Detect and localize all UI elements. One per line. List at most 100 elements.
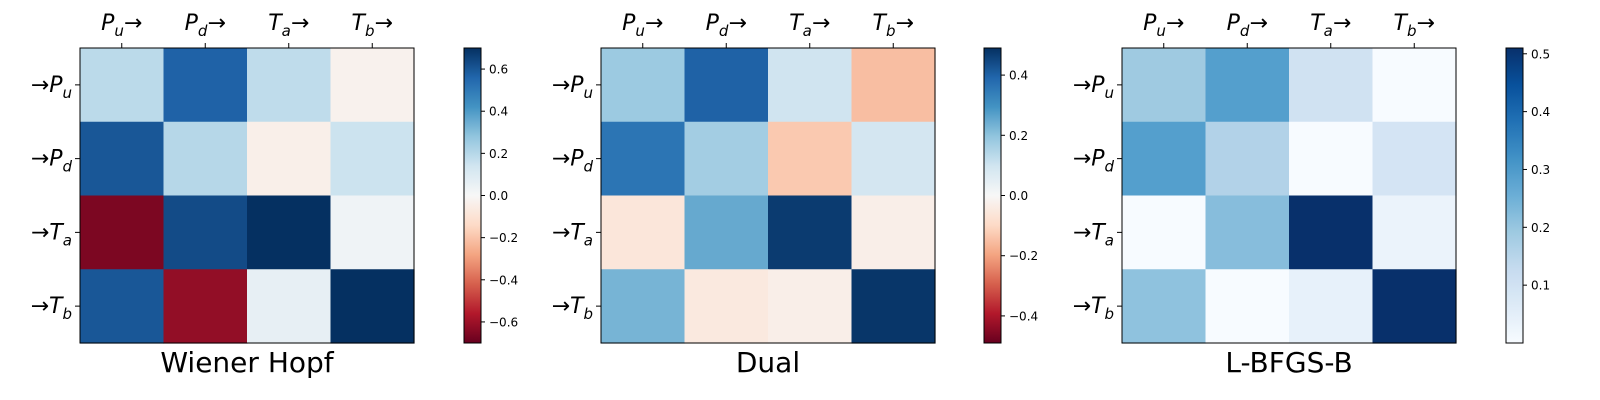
colorbar-tick-label: −0.2 [1009, 249, 1038, 263]
heatmap-cell [1122, 195, 1207, 270]
heatmap-cell [1289, 48, 1374, 123]
x-tick-label: Ta→ [268, 11, 309, 40]
heatmap-cell [601, 269, 686, 344]
colorbar-tick-label: 0.2 [489, 147, 508, 161]
y-tick-label: →Pu [552, 73, 593, 102]
y-tick-label: →Tb [31, 294, 72, 323]
colorbar-tick-label: 0.3 [1531, 163, 1550, 177]
heatmap-cell [851, 195, 936, 270]
heatmap-cell [330, 195, 415, 270]
colorbar-tick-label: −0.4 [489, 273, 518, 287]
heatmap-cell [1372, 121, 1457, 197]
heatmap-cell [80, 195, 165, 270]
colorbar [463, 47, 482, 344]
panel-title: Wiener Hopf [160, 346, 334, 379]
axes-frame [79, 47, 415, 344]
heatmap-cell [1122, 121, 1207, 197]
colorbar-tick-label: 0.1 [1531, 279, 1550, 293]
colorbar [1505, 47, 1524, 344]
y-tick-label: →Ta [31, 220, 72, 249]
heatmap-cell [330, 269, 415, 344]
heatmap-cell [247, 269, 332, 344]
y-tick-label: →Tb [1073, 294, 1114, 323]
x-tick-label: Tb→ [352, 11, 393, 40]
panel-title: Dual [736, 346, 800, 379]
heatmap-cell [163, 48, 248, 123]
y-tick-label: →Pd [552, 147, 594, 176]
heatmap-cell [684, 195, 769, 270]
x-tick-label: Tb→ [873, 11, 914, 40]
y-tick-label: →Pu [31, 73, 72, 102]
heatmap-cell [684, 121, 769, 197]
heatmap-cell [684, 269, 769, 344]
heatmap-cell [768, 269, 853, 344]
heatmap-panel: Pu→ Pd→ Ta→ Tb→ →Pu →Pd →Ta →Tb L-BFGS-B 0.1 0.2 0.… [1073, 11, 1551, 379]
axes-frame [600, 47, 936, 344]
axes-frame [1121, 47, 1457, 344]
colorbar-tick-label: 0.2 [1531, 221, 1550, 235]
heatmap-cell [330, 48, 415, 123]
heatmap-cell [768, 195, 853, 270]
y-tick-label: →Pd [1073, 147, 1115, 176]
heatmap-cell [1289, 269, 1374, 344]
y-tick-label: →Ta [552, 220, 593, 249]
colorbar-tick-label: 0.2 [1009, 129, 1028, 143]
heatmap-cell [1205, 269, 1290, 344]
colorbar-tick-label: −0.2 [489, 231, 518, 245]
heatmap-cell [80, 269, 165, 344]
heatmap-cell [80, 48, 165, 123]
heatmap-cell [768, 48, 853, 123]
heatmap-cell [330, 121, 415, 197]
heatmap-cell [851, 269, 936, 344]
colorbar-tick-label: 0.4 [1009, 69, 1028, 83]
colorbar-tick-label: −0.4 [1009, 309, 1038, 323]
heatmap-cell [851, 121, 936, 197]
heatmap-cell [601, 48, 686, 123]
heatmap-cell [80, 121, 165, 197]
heatmap-cell [1289, 121, 1374, 197]
heatmap-cell [163, 269, 248, 344]
heatmap-cell [768, 121, 853, 197]
heatmap-cell [1372, 195, 1457, 270]
x-tick-label: Pu→ [101, 11, 142, 40]
heatmap-panel: Pu→ Pd→ Ta→ Tb→ →Pu →Pd →Ta →Tb Dual −0.4 −0.2 0.0 0… [552, 11, 1039, 379]
heatmap-cell [1372, 48, 1457, 123]
heatmap-cell [163, 121, 248, 197]
colorbar-tick-label: 0.4 [489, 105, 508, 119]
heatmap-panel: Pu→ Pd→ Ta→ Tb→ →Pu →Pd →Ta →Tb Wiener Hopf −0.6 −… [31, 11, 519, 379]
colorbar-tick-label: −0.6 [489, 315, 518, 329]
heatmap-cell [1372, 269, 1457, 344]
x-tick-label: Ta→ [789, 11, 830, 40]
colorbar-tick-label: 0.5 [1531, 47, 1550, 61]
heatmap-cell [1205, 121, 1290, 197]
x-tick-label: Pu→ [622, 11, 663, 40]
colorbar [983, 47, 1002, 344]
x-tick-label: Tb→ [1394, 11, 1435, 40]
heatmap-cell [601, 195, 686, 270]
x-tick-label: Pu→ [1143, 11, 1184, 40]
heatmap-cell [851, 48, 936, 123]
y-tick-label: →Tb [552, 294, 593, 323]
heatmap-cell [1122, 269, 1207, 344]
colorbar-tick-label: 0.0 [489, 189, 508, 203]
x-tick-label: Ta→ [1310, 11, 1351, 40]
y-tick-label: →Pu [1073, 73, 1114, 102]
heatmap-cell [1205, 48, 1290, 123]
panel-title: L-BFGS-B [1225, 346, 1352, 379]
colorbar-tick-label: 0.4 [1531, 105, 1550, 119]
heatmap-cell [163, 195, 248, 270]
colorbar-tick-label: 0.0 [1009, 189, 1028, 203]
y-tick-label: →Pd [31, 147, 73, 176]
heatmap-cell [1122, 48, 1207, 123]
x-tick-label: Pd→ [1227, 11, 1268, 40]
x-tick-label: Pd→ [706, 11, 747, 40]
y-tick-label: →Ta [1073, 220, 1114, 249]
heatmap-cell [247, 195, 332, 270]
heatmap-cell [1289, 195, 1374, 270]
heatmap-cell [247, 48, 332, 123]
heatmap-cell [601, 121, 686, 197]
heatmap-cell [684, 48, 769, 123]
heatmap-cell [247, 121, 332, 197]
heatmap-cell [1205, 195, 1290, 270]
